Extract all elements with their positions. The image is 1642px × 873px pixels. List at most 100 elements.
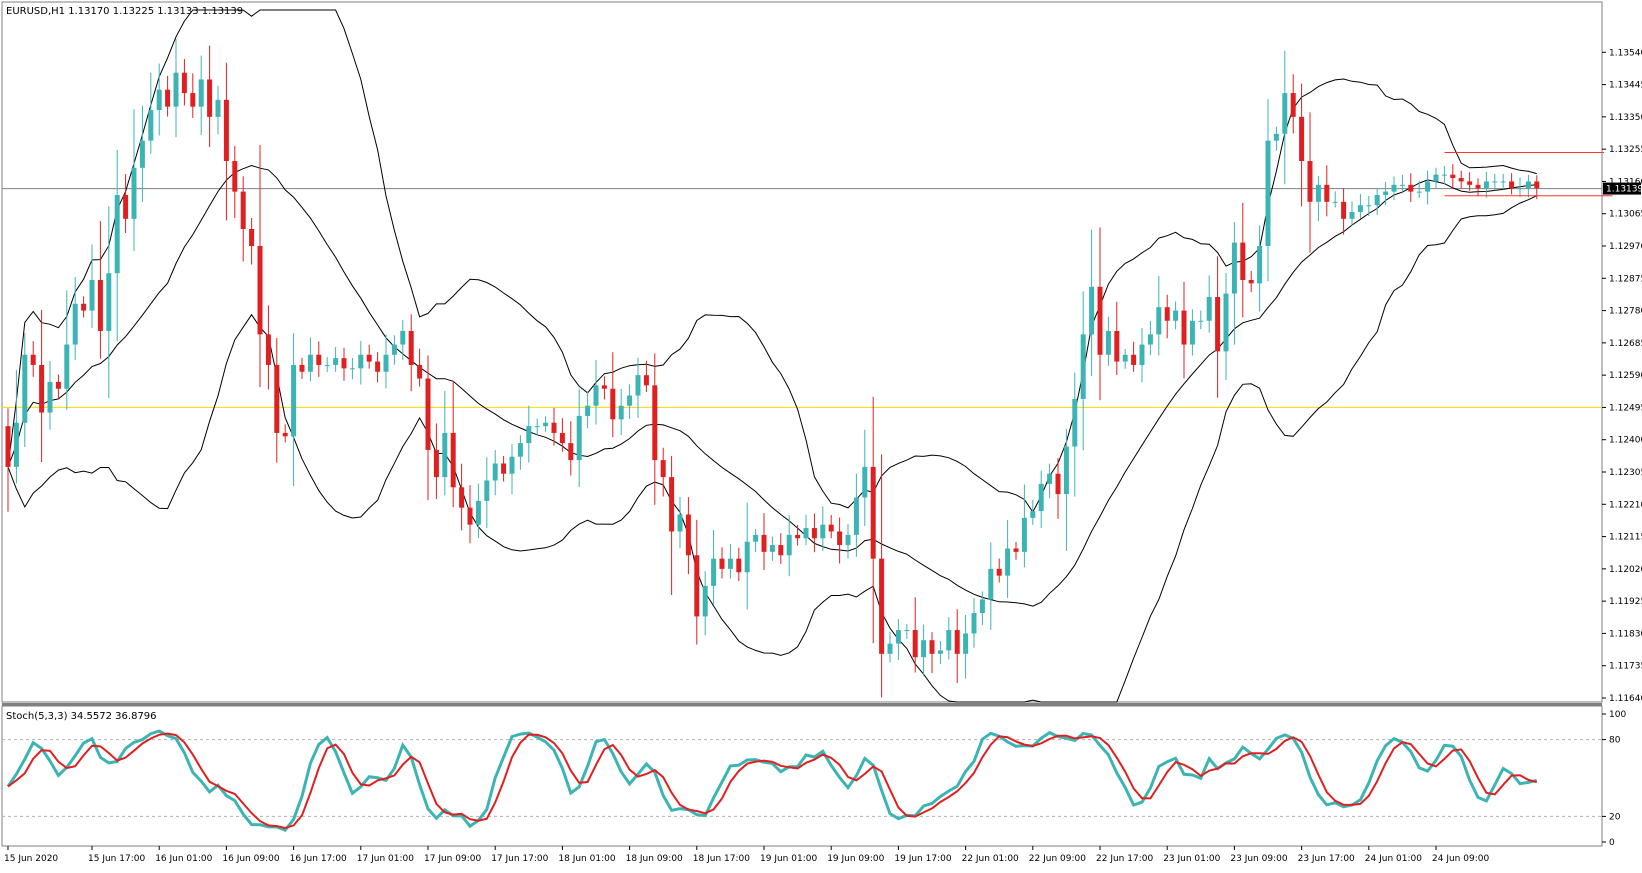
candle-100[interactable] xyxy=(845,523,851,559)
candle-171[interactable] xyxy=(1441,166,1447,184)
candle-64[interactable] xyxy=(543,416,549,432)
candle-130[interactable] xyxy=(1097,227,1103,401)
candle-163[interactable] xyxy=(1374,187,1380,215)
candle-75[interactable] xyxy=(635,357,641,418)
candle-182[interactable] xyxy=(1534,175,1540,200)
candle-11[interactable] xyxy=(97,221,103,359)
candle-65[interactable] xyxy=(551,407,557,446)
candle-177[interactable] xyxy=(1492,173,1498,191)
candle-127[interactable] xyxy=(1072,372,1078,497)
candle-108[interactable] xyxy=(912,597,918,673)
candle-129[interactable] xyxy=(1089,229,1095,377)
candle-39[interactable] xyxy=(333,346,339,372)
candle-101[interactable] xyxy=(853,473,859,557)
candle-111[interactable] xyxy=(937,640,943,664)
candle-137[interactable] xyxy=(1156,276,1162,356)
candle-26[interactable] xyxy=(223,62,229,221)
candle-56[interactable] xyxy=(475,483,481,539)
candle-166[interactable] xyxy=(1399,174,1405,194)
candle-141[interactable] xyxy=(1189,309,1195,356)
candle-44[interactable] xyxy=(375,352,381,383)
candle-116[interactable] xyxy=(979,591,985,625)
candle-114[interactable] xyxy=(963,615,969,679)
candle-167[interactable] xyxy=(1408,173,1414,203)
candle-104[interactable] xyxy=(879,454,885,698)
candle-153[interactable] xyxy=(1290,74,1296,134)
candle-15[interactable] xyxy=(131,109,137,251)
candle-136[interactable] xyxy=(1147,320,1153,356)
candle-32[interactable] xyxy=(274,337,280,463)
candle-66[interactable] xyxy=(559,418,565,452)
candle-22[interactable] xyxy=(190,73,196,118)
candle-109[interactable] xyxy=(921,624,927,677)
candle-13[interactable] xyxy=(114,149,120,342)
candle-55[interactable] xyxy=(467,485,473,544)
candle-121[interactable] xyxy=(1021,484,1027,568)
candle-168[interactable] xyxy=(1416,181,1422,199)
candle-61[interactable] xyxy=(517,435,523,470)
candle-102[interactable] xyxy=(862,429,868,526)
candle-155[interactable] xyxy=(1307,112,1313,253)
candle-164[interactable] xyxy=(1383,181,1389,206)
candle-16[interactable] xyxy=(139,105,145,202)
candle-35[interactable] xyxy=(299,357,305,379)
candle-50[interactable] xyxy=(425,355,431,501)
candle-160[interactable] xyxy=(1349,201,1355,226)
candle-45[interactable] xyxy=(383,334,389,389)
candle-3[interactable] xyxy=(30,341,36,377)
candle-47[interactable] xyxy=(400,319,406,360)
candle-106[interactable] xyxy=(895,619,901,661)
candle-28[interactable] xyxy=(240,176,246,262)
candle-0[interactable] xyxy=(5,408,11,512)
candle-132[interactable] xyxy=(1114,301,1120,376)
candle-123[interactable] xyxy=(1038,470,1044,529)
candle-5[interactable] xyxy=(47,361,53,430)
candle-154[interactable] xyxy=(1299,83,1305,207)
candle-57[interactable] xyxy=(484,457,490,529)
candle-24[interactable] xyxy=(207,45,213,148)
candle-17[interactable] xyxy=(148,72,154,154)
candle-37[interactable] xyxy=(316,341,322,377)
candle-170[interactable] xyxy=(1433,167,1439,189)
candle-144[interactable] xyxy=(1215,256,1221,398)
candle-51[interactable] xyxy=(433,423,439,500)
candle-142[interactable] xyxy=(1198,310,1204,330)
candle-156[interactable] xyxy=(1315,175,1321,222)
candle-76[interactable] xyxy=(643,360,649,392)
candle-69[interactable] xyxy=(585,391,591,429)
candle-18[interactable] xyxy=(156,63,162,136)
candle-150[interactable] xyxy=(1265,99,1271,282)
candle-42[interactable] xyxy=(358,341,364,385)
candle-87[interactable] xyxy=(736,547,742,582)
candle-147[interactable] xyxy=(1240,202,1246,318)
candle-90[interactable] xyxy=(761,513,767,571)
candle-60[interactable] xyxy=(509,444,515,495)
candle-34[interactable] xyxy=(291,333,297,487)
candle-88[interactable] xyxy=(744,502,750,610)
candle-96[interactable] xyxy=(811,513,817,553)
candle-138[interactable] xyxy=(1164,294,1170,339)
candle-25[interactable] xyxy=(215,85,221,135)
candle-52[interactable] xyxy=(442,391,448,496)
candle-158[interactable] xyxy=(1332,191,1338,208)
candle-181[interactable] xyxy=(1525,174,1531,198)
candle-118[interactable] xyxy=(996,558,1002,583)
candle-70[interactable] xyxy=(593,359,599,425)
candle-99[interactable] xyxy=(837,517,843,564)
candle-23[interactable] xyxy=(198,55,204,135)
candle-38[interactable] xyxy=(324,357,330,373)
candle-107[interactable] xyxy=(904,624,910,639)
candle-14[interactable] xyxy=(123,174,129,234)
candle-126[interactable] xyxy=(1063,429,1069,551)
candle-174[interactable] xyxy=(1467,172,1473,191)
candle-62[interactable] xyxy=(526,405,532,463)
candle-122[interactable] xyxy=(1030,499,1036,525)
candle-143[interactable] xyxy=(1206,275,1212,333)
candle-176[interactable] xyxy=(1483,171,1489,198)
candle-40[interactable] xyxy=(341,347,347,381)
candle-48[interactable] xyxy=(408,314,414,392)
candle-110[interactable] xyxy=(929,632,935,674)
candle-151[interactable] xyxy=(1273,126,1279,151)
candle-161[interactable] xyxy=(1357,193,1363,219)
